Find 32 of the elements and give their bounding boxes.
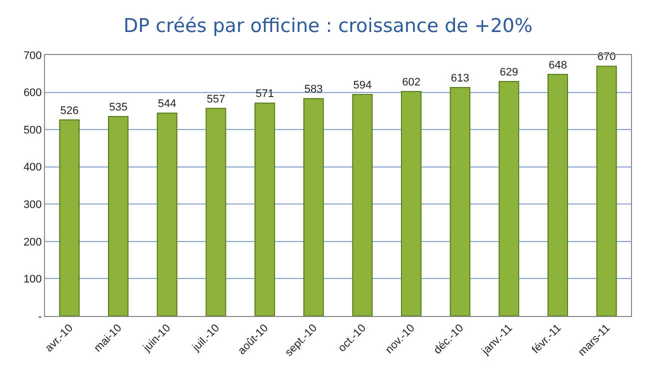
- bar: [352, 94, 373, 316]
- y-tick-label: 300: [23, 198, 42, 211]
- data-label: 571: [256, 88, 274, 100]
- bar: [254, 102, 276, 316]
- y-tick-label: 500: [23, 124, 42, 136]
- data-label: 602: [402, 76, 420, 89]
- y-tick-label: -: [38, 310, 42, 323]
- bar: [450, 86, 470, 316]
- data-label: 526: [60, 104, 79, 117]
- data-label: 648: [548, 59, 567, 72]
- y-tick-label: 400: [23, 162, 42, 174]
- data-label: 613: [450, 72, 470, 84]
- data-label: 557: [206, 93, 226, 106]
- y-tick-label: 700: [23, 50, 42, 62]
- bar: [498, 80, 520, 316]
- y-tick-label: 600: [23, 87, 42, 100]
- data-label: 583: [304, 84, 323, 96]
- bar: [303, 98, 324, 316]
- data-label: 544: [158, 98, 176, 110]
- bar: [156, 112, 178, 316]
- bar: [596, 66, 617, 316]
- y-tick-label: 100: [23, 274, 42, 286]
- bar: [547, 74, 568, 316]
- y-tick-label: 200: [23, 236, 42, 248]
- data-label: 594: [353, 80, 372, 92]
- bar: [400, 91, 422, 316]
- bar: [206, 108, 226, 316]
- chart-title: DP créés par officine : croissance de +20%: [123, 15, 533, 38]
- bar: [59, 119, 80, 316]
- data-label: 629: [500, 66, 518, 78]
- data-label: 535: [109, 102, 128, 114]
- bar: [108, 116, 129, 316]
